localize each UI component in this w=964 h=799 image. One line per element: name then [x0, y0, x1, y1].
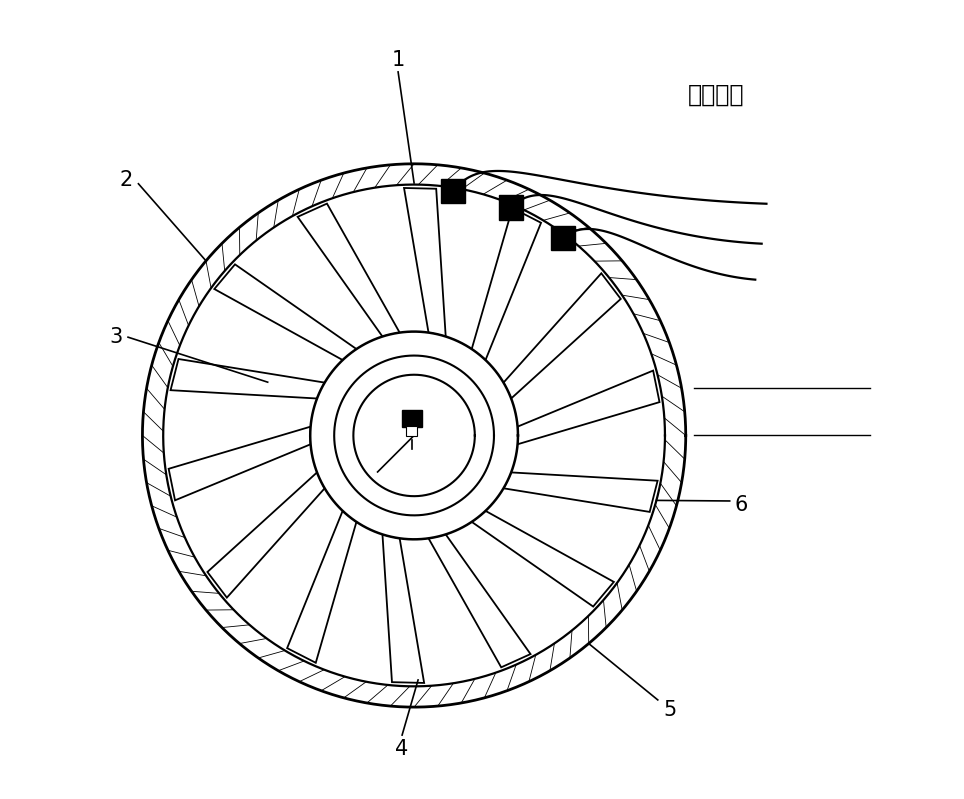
Text: 4: 4 [395, 739, 409, 760]
Text: 5: 5 [663, 699, 677, 720]
Polygon shape [503, 472, 657, 512]
Polygon shape [143, 164, 685, 707]
Text: 3: 3 [110, 327, 122, 348]
Text: 轴向安装: 轴向安装 [688, 82, 744, 106]
Bar [498, 196, 522, 220]
Bar [441, 179, 465, 203]
Polygon shape [383, 535, 424, 683]
Text: 1: 1 [391, 50, 405, 70]
Polygon shape [471, 208, 541, 360]
Polygon shape [518, 371, 659, 444]
Polygon shape [169, 427, 310, 500]
Polygon shape [429, 535, 530, 667]
Polygon shape [207, 472, 325, 598]
Bar [406, 426, 417, 435]
Polygon shape [214, 264, 357, 360]
Circle shape [310, 332, 518, 539]
Polygon shape [171, 359, 325, 399]
Bar [402, 410, 422, 427]
Text: 2: 2 [120, 169, 133, 190]
Polygon shape [404, 188, 445, 336]
Polygon shape [503, 273, 621, 399]
Polygon shape [287, 511, 357, 663]
Text: 6: 6 [735, 495, 748, 515]
Bar [551, 225, 576, 250]
Polygon shape [298, 204, 400, 336]
Polygon shape [471, 511, 614, 606]
